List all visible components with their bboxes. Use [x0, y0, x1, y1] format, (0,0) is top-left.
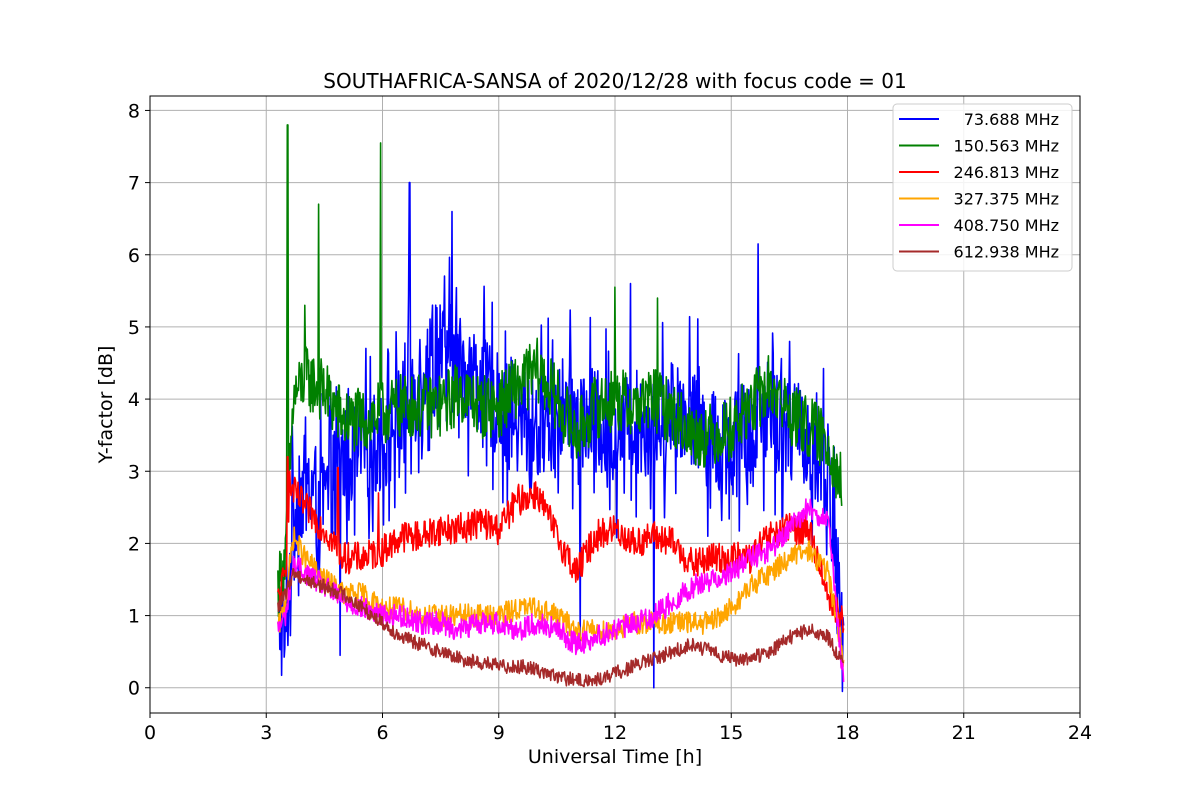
y-tick-label: 6 [128, 245, 140, 267]
legend-entry-label: 408.750 MHz [954, 216, 1059, 235]
y-tick-label: 1 [128, 606, 140, 628]
legend-entry-label: 327.375 MHz [954, 190, 1059, 209]
y-tick-label: 0 [128, 678, 140, 700]
legend: 73.688 MHz 150.563 MHz 246.813 MHz 327.375 … [892, 103, 1073, 272]
legend-entry-label: 246.813 MHz [954, 163, 1059, 182]
chart-title: SOUTHAFRICA-SANSA of 2020/12/28 with foc… [323, 69, 907, 93]
series-layer [277, 124, 845, 693]
y-tick-label: 4 [128, 389, 140, 411]
legend-entry-label: 73.688 MHz [964, 110, 1059, 129]
series-line-2 [277, 124, 843, 618]
y-tick-label: 5 [128, 317, 140, 339]
x-tick-label: 18 [835, 722, 859, 744]
x-tick-label: 9 [493, 722, 505, 744]
y-tick-label: 7 [128, 173, 140, 195]
x-tick-label: 6 [376, 722, 388, 744]
y-tick-label: 8 [128, 100, 140, 122]
series-line-3 [277, 456, 845, 633]
x-tick-label: 24 [1068, 722, 1092, 744]
legend-entry-label: 612.938 MHz [954, 243, 1059, 262]
series-line-5 [277, 498, 845, 683]
x-tick-label: 3 [260, 722, 272, 744]
y-axis-label: Y-factor [dB] [95, 346, 117, 465]
series-line-6 [277, 568, 845, 688]
x-tick-label: 12 [603, 722, 627, 744]
x-tick-label: 15 [719, 722, 743, 744]
y-tick-label: 2 [128, 533, 140, 555]
x-axis-label: Universal Time [h] [528, 746, 702, 768]
legend-entry-label: 150.563 MHz [954, 137, 1059, 156]
x-tick-label: 0 [144, 722, 156, 744]
y-tick-label: 3 [128, 461, 140, 483]
series-line-4 [277, 526, 845, 668]
series-line-1 [277, 181, 845, 693]
x-tick-label: 21 [952, 722, 976, 744]
